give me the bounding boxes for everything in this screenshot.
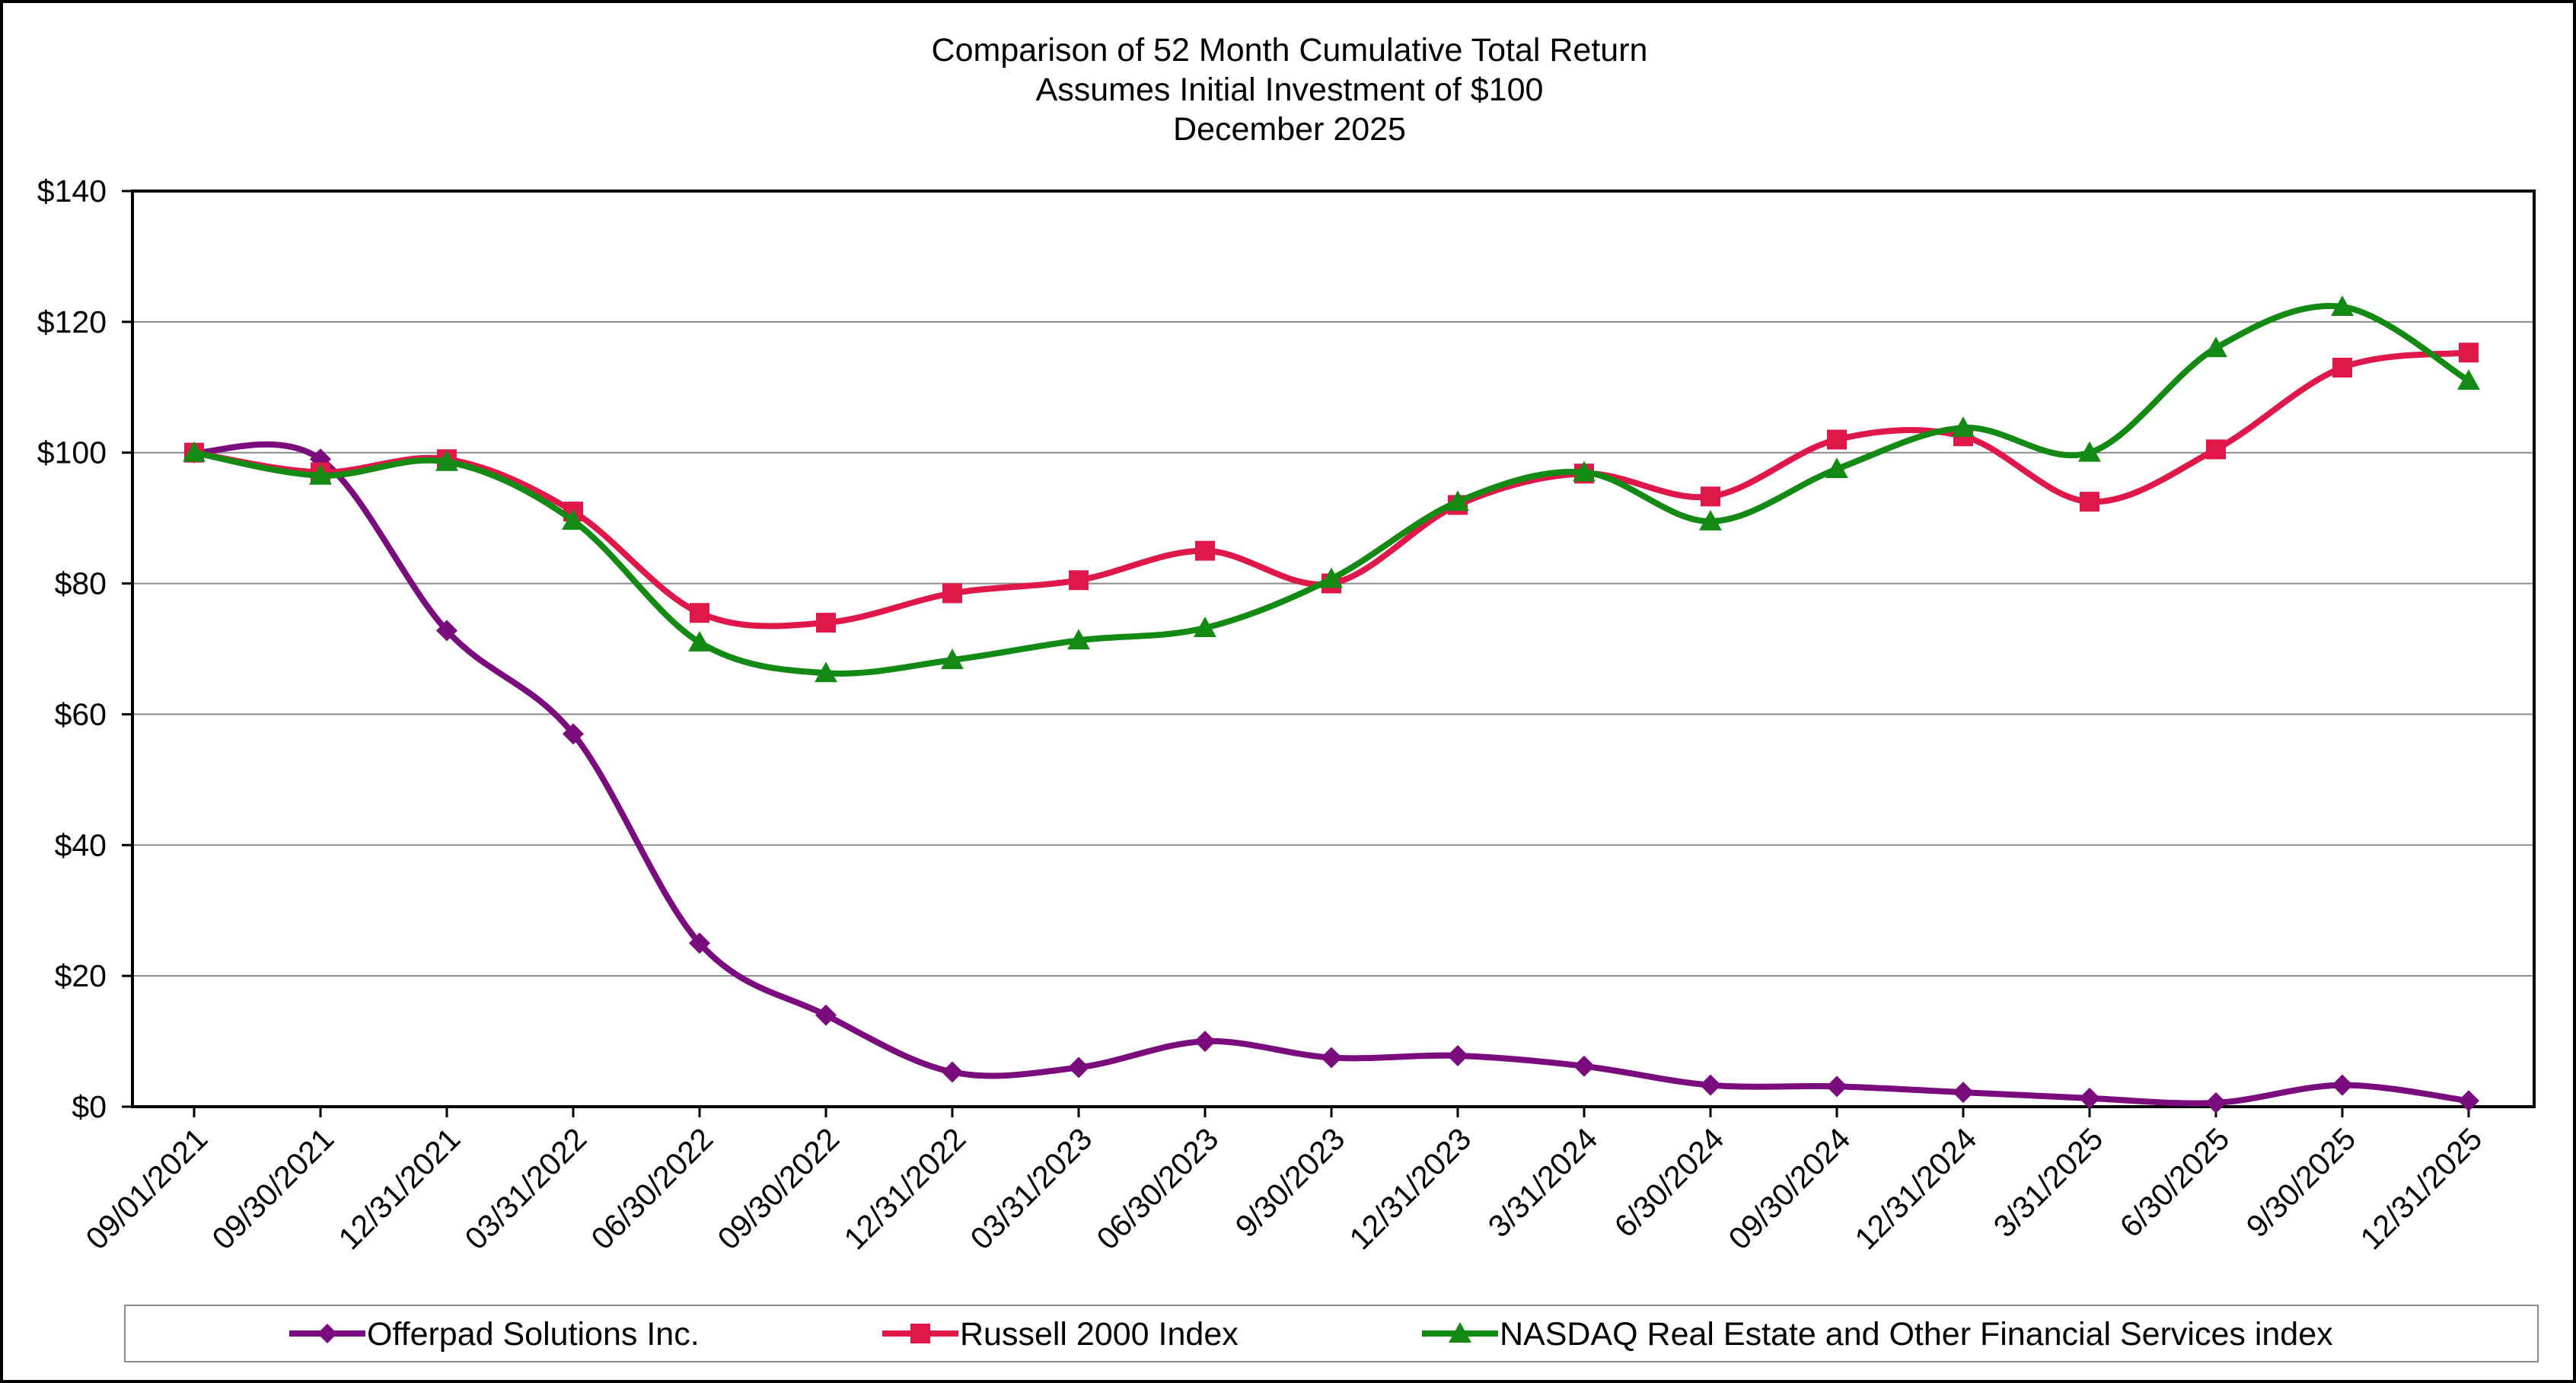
- data-point-square: [2206, 439, 2226, 460]
- x-tick-label: 12/31/2025: [2354, 1121, 2489, 1257]
- x-tick-label: 12/31/2024: [1848, 1121, 1984, 1257]
- data-point-triangle: [815, 661, 837, 683]
- series-1: [183, 441, 2479, 1114]
- x-tick-label: 09/30/2022: [711, 1121, 846, 1257]
- data-point-triangle: [1446, 490, 1469, 511]
- x-tick-label: 6/30/2025: [2113, 1121, 2236, 1244]
- data-point-triangle: [183, 441, 206, 462]
- data-point-square: [690, 603, 709, 623]
- y-tick-label: $20: [55, 958, 107, 993]
- data-point-diamond: [815, 1004, 837, 1026]
- chart-subtitle: December 2025: [1173, 111, 1406, 148]
- data-point-square: [2080, 492, 2099, 512]
- data-point-square: [1069, 570, 1089, 591]
- data-point-diamond: [1953, 1082, 1974, 1104]
- x-tick-label: 12/31/2021: [332, 1121, 467, 1257]
- legend-box: [124, 1305, 2539, 1362]
- data-point-triangle: [1699, 509, 1722, 531]
- data-point-triangle: [688, 630, 711, 652]
- x-tick-label: 3/31/2024: [1481, 1121, 1605, 1244]
- x-tick-label: 3/31/2025: [1987, 1121, 2110, 1244]
- y-tick-label: $80: [55, 566, 107, 601]
- y-tick-label: $0: [72, 1089, 107, 1124]
- data-point-diamond: [1321, 1047, 1342, 1069]
- chart-title: Comparison of 52 Month Cumulative Total …: [932, 32, 1648, 69]
- y-tick-label: $60: [55, 696, 107, 731]
- x-tick-label: 09/30/2021: [206, 1121, 341, 1257]
- data-point-triangle: [2205, 336, 2227, 358]
- chart-title-block: Comparison of 52 Month Cumulative Total …: [932, 32, 1648, 148]
- legend-marker-diamond: [317, 1324, 337, 1343]
- x-axis: 09/01/202109/30/202112/31/202103/31/2022…: [79, 1107, 2489, 1257]
- series-3: [183, 295, 2480, 683]
- x-tick-label: 12/31/2023: [1343, 1121, 1478, 1257]
- data-point-square: [2459, 343, 2479, 363]
- legend-marker-square: [910, 1324, 930, 1343]
- data-point-square: [816, 613, 836, 633]
- data-point-triangle: [2078, 441, 2101, 462]
- data-point-triangle: [1320, 567, 1343, 588]
- data-point-triangle: [1067, 629, 1090, 650]
- y-tick-label: $140: [37, 174, 107, 209]
- data-point-diamond: [942, 1061, 963, 1083]
- x-tick-label: 6/30/2024: [1608, 1121, 1731, 1244]
- data-point-square: [1827, 429, 1847, 450]
- legend-label: NASDAQ Real Estate and Other Financial S…: [1500, 1316, 2333, 1353]
- x-tick-label: 06/30/2023: [1090, 1121, 1226, 1257]
- y-tick-label: $120: [37, 304, 107, 339]
- y-tick-label: $100: [37, 435, 107, 470]
- data-point-triangle: [941, 648, 964, 670]
- data-point-diamond: [1700, 1074, 1721, 1096]
- series-line: [191, 441, 2472, 1107]
- x-tick-label: 09/30/2024: [1722, 1121, 1857, 1257]
- data-point-diamond: [1068, 1056, 1089, 1079]
- legend-label: Russell 2000 Index: [960, 1316, 1239, 1353]
- data-point-triangle: [1952, 416, 1975, 438]
- x-tick-label: 06/30/2022: [585, 1121, 720, 1257]
- x-tick-label: 03/31/2023: [964, 1121, 1099, 1257]
- y-axis: $0 $20 $40 $60 $80 $100 $120 $140: [37, 174, 132, 1124]
- line-chart: Comparison of 52 Month Cumulative Total …: [37, 32, 2539, 1362]
- data-point-diamond: [1826, 1075, 1848, 1098]
- series-2: [184, 343, 2479, 633]
- plot-area-border: [131, 190, 2536, 1108]
- data-point-triangle: [435, 450, 458, 471]
- chart-subtitle: Assumes Initial Investment of $100: [1036, 72, 1544, 108]
- data-point-square: [1701, 486, 1720, 507]
- data-point-triangle: [562, 509, 585, 531]
- data-point-diamond: [1573, 1055, 1595, 1077]
- series-lines: [183, 295, 2480, 1114]
- grid-lines: [131, 190, 2536, 1108]
- data-point-diamond: [563, 723, 584, 745]
- legend-marker-triangle: [1449, 1322, 1471, 1343]
- x-tick-label: 03/31/2022: [458, 1121, 594, 1257]
- x-tick-label: 9/30/2025: [2240, 1121, 2363, 1244]
- data-point-triangle: [2457, 369, 2480, 390]
- x-tick-label: 9/30/2023: [1229, 1121, 1352, 1244]
- data-point-triangle: [1573, 460, 1596, 482]
- data-point-triangle: [309, 464, 332, 485]
- x-tick-label: 09/01/2021: [79, 1121, 215, 1257]
- data-point-square: [2332, 358, 2352, 378]
- legend-label: Offerpad Solutions Inc.: [367, 1316, 700, 1353]
- data-point-square: [1195, 540, 1215, 561]
- data-point-diamond: [689, 932, 710, 954]
- data-point-diamond: [436, 620, 457, 642]
- data-point-diamond: [1194, 1031, 1216, 1053]
- y-tick-label: $40: [55, 827, 107, 862]
- data-point-diamond: [1447, 1044, 1468, 1066]
- data-point-diamond: [2205, 1091, 2227, 1114]
- data-point-triangle: [1194, 617, 1216, 637]
- data-point-square: [942, 583, 962, 604]
- data-point-triangle: [2331, 295, 2354, 317]
- data-point-triangle: [1825, 457, 1848, 479]
- legend: Offerpad Solutions Inc. Russell 2000 Inde…: [124, 1305, 2539, 1362]
- data-point-diamond: [2079, 1087, 2100, 1109]
- data-point-diamond: [2332, 1074, 2353, 1096]
- data-point-diamond: [2458, 1090, 2479, 1112]
- x-tick-label: 12/31/2022: [837, 1121, 973, 1257]
